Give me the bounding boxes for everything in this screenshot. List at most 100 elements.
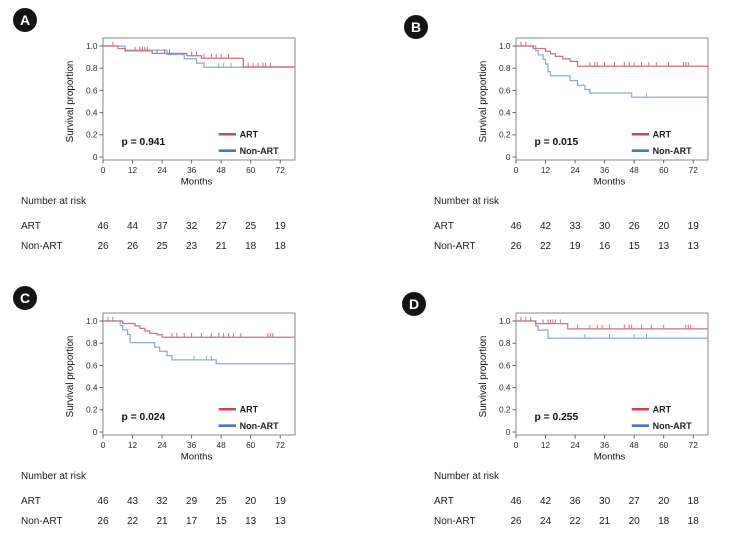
risk-value: 26 — [97, 241, 109, 252]
svg-text:72: 72 — [689, 165, 699, 175]
risk-value: 26 — [628, 221, 640, 232]
svg-text:1.0: 1.0 — [86, 41, 98, 51]
risk-value: 30 — [599, 496, 611, 507]
svg-text:60: 60 — [659, 165, 669, 175]
risk-row-label: Non-ART — [434, 516, 476, 527]
panel-content: 0 0.2 0.4 0.6 0.8 1.0 0 12 24 36 48 60 72 Months Survi… — [0, 0, 364, 266]
risk-value: 18 — [687, 496, 699, 507]
svg-text:p = 0.024: p = 0.024 — [121, 412, 165, 423]
risk-row-label: ART — [434, 496, 454, 507]
svg-text:12: 12 — [128, 165, 138, 175]
risk-value: 22 — [126, 516, 139, 527]
risk-value: 18 — [245, 241, 257, 252]
risk-value: 21 — [599, 516, 611, 527]
panel-content: 0 0.2 0.4 0.6 0.8 1.0 0 12 24 36 48 60 72 Months Survi… — [0, 266, 364, 532]
svg-text:Months: Months — [594, 177, 626, 187]
svg-text:36: 36 — [600, 440, 610, 450]
svg-text:48: 48 — [630, 165, 640, 175]
risk-value: 43 — [126, 496, 139, 507]
panel-C: C 0 0.2 0.4 0.6 0.8 1.0 0 12 24 36 48 60 72 Months Sur… — [0, 266, 364, 532]
svg-text:1.0: 1.0 — [499, 316, 511, 326]
svg-text:0.2: 0.2 — [499, 405, 511, 415]
svg-text:36: 36 — [600, 165, 610, 175]
svg-text:0: 0 — [101, 440, 106, 450]
risk-value: 29 — [186, 496, 198, 507]
risk-value: 33 — [569, 221, 581, 232]
svg-text:36: 36 — [187, 440, 197, 450]
svg-text:0: 0 — [93, 427, 98, 437]
risk-value: 42 — [539, 221, 552, 232]
number-at-risk-title: Number at risk — [434, 196, 500, 207]
svg-text:0: 0 — [93, 152, 98, 162]
svg-text:Survival proportion: Survival proportion — [65, 336, 76, 418]
kaplan-meier-chart: 0 0.2 0.4 0.6 0.8 1.0 0 12 24 36 48 60 72 Months Survi… — [65, 312, 296, 463]
svg-text:72: 72 — [276, 440, 286, 450]
svg-text:48: 48 — [217, 440, 227, 450]
risk-row-label: Non-ART — [21, 241, 63, 252]
svg-text:48: 48 — [217, 165, 227, 175]
risk-value: 20 — [658, 221, 670, 232]
panel-letter-badge: A — [13, 8, 37, 32]
svg-text:0.8: 0.8 — [499, 338, 511, 348]
risk-value: 18 — [274, 241, 286, 252]
svg-text:p = 0.941: p = 0.941 — [121, 137, 165, 148]
survival-plot: 0 0.2 0.4 0.6 0.8 1.0 0 12 24 36 48 60 72 Months Survi… — [476, 34, 728, 188]
svg-text:48: 48 — [630, 440, 640, 450]
svg-text:36: 36 — [187, 165, 197, 175]
svg-text:0: 0 — [101, 165, 106, 175]
risk-value: 42 — [539, 496, 552, 507]
svg-text:Months: Months — [181, 452, 213, 462]
risk-value: 25 — [245, 221, 257, 232]
number-at-risk-table: Number at risk ART 46 43 32 29 25 20 19 Non-AR… — [21, 471, 331, 533]
risk-row-label: Non-ART — [434, 241, 476, 252]
risk-value: 22 — [569, 516, 581, 527]
risk-value: 19 — [274, 221, 286, 232]
panel-B: B 0 0.2 0.4 0.6 0.8 1.0 0 12 24 36 48 60 72 Months Sur… — [364, 0, 729, 266]
risk-value: 37 — [156, 221, 168, 232]
risk-value: 25 — [215, 496, 227, 507]
risk-value: 20 — [628, 516, 640, 527]
risk-value: 27 — [215, 221, 227, 232]
risk-value: 23 — [186, 241, 198, 252]
risk-value: 19 — [569, 241, 581, 252]
risk-value: 17 — [186, 516, 198, 527]
number-at-risk-table: Number at risk ART 46 44 37 32 27 25 19 Non-AR… — [21, 196, 331, 258]
svg-text:12: 12 — [541, 440, 551, 450]
svg-text:24: 24 — [570, 440, 580, 450]
risk-value: 26 — [97, 516, 109, 527]
svg-text:0.8: 0.8 — [86, 338, 98, 348]
svg-text:Months: Months — [181, 177, 213, 187]
svg-text:24: 24 — [157, 440, 167, 450]
risk-row-label: ART — [434, 221, 454, 232]
risk-value: 44 — [126, 221, 139, 232]
risk-value: 13 — [274, 516, 286, 527]
table-row: Non-ART 26 24 22 21 20 18 18 — [434, 513, 729, 533]
risk-value: 18 — [687, 516, 699, 527]
svg-text:12: 12 — [128, 440, 138, 450]
risk-row-values: 46 44 37 32 27 25 19 — [21, 218, 331, 238]
survival-plot: 0 0.2 0.4 0.6 0.8 1.0 0 12 24 36 48 60 72 Months Survi… — [476, 309, 728, 463]
survival-plot: 0 0.2 0.4 0.6 0.8 1.0 0 12 24 36 48 60 72 Months Survi… — [63, 34, 315, 188]
risk-value: 32 — [156, 496, 168, 507]
svg-text:24: 24 — [157, 165, 167, 175]
svg-text:0.6: 0.6 — [86, 360, 98, 370]
svg-text:ART: ART — [240, 404, 259, 414]
svg-text:Non-ART: Non-ART — [240, 421, 279, 431]
svg-text:60: 60 — [246, 165, 256, 175]
svg-text:0.2: 0.2 — [499, 130, 511, 140]
svg-text:60: 60 — [246, 440, 256, 450]
svg-text:0.6: 0.6 — [499, 360, 511, 370]
risk-value: 25 — [156, 241, 168, 252]
risk-value: 26 — [510, 516, 522, 527]
svg-text:Non-ART: Non-ART — [653, 146, 692, 156]
risk-row-label: Non-ART — [21, 516, 63, 527]
risk-value: 46 — [97, 221, 109, 232]
svg-text:ART: ART — [653, 404, 672, 414]
number-at-risk-title: Number at risk — [21, 196, 87, 207]
risk-value: 46 — [510, 221, 522, 232]
svg-text:0.4: 0.4 — [86, 383, 98, 393]
svg-text:ART: ART — [653, 129, 672, 139]
svg-text:Survival proportion: Survival proportion — [478, 61, 489, 143]
risk-value: 32 — [186, 221, 198, 232]
svg-text:12: 12 — [541, 165, 551, 175]
